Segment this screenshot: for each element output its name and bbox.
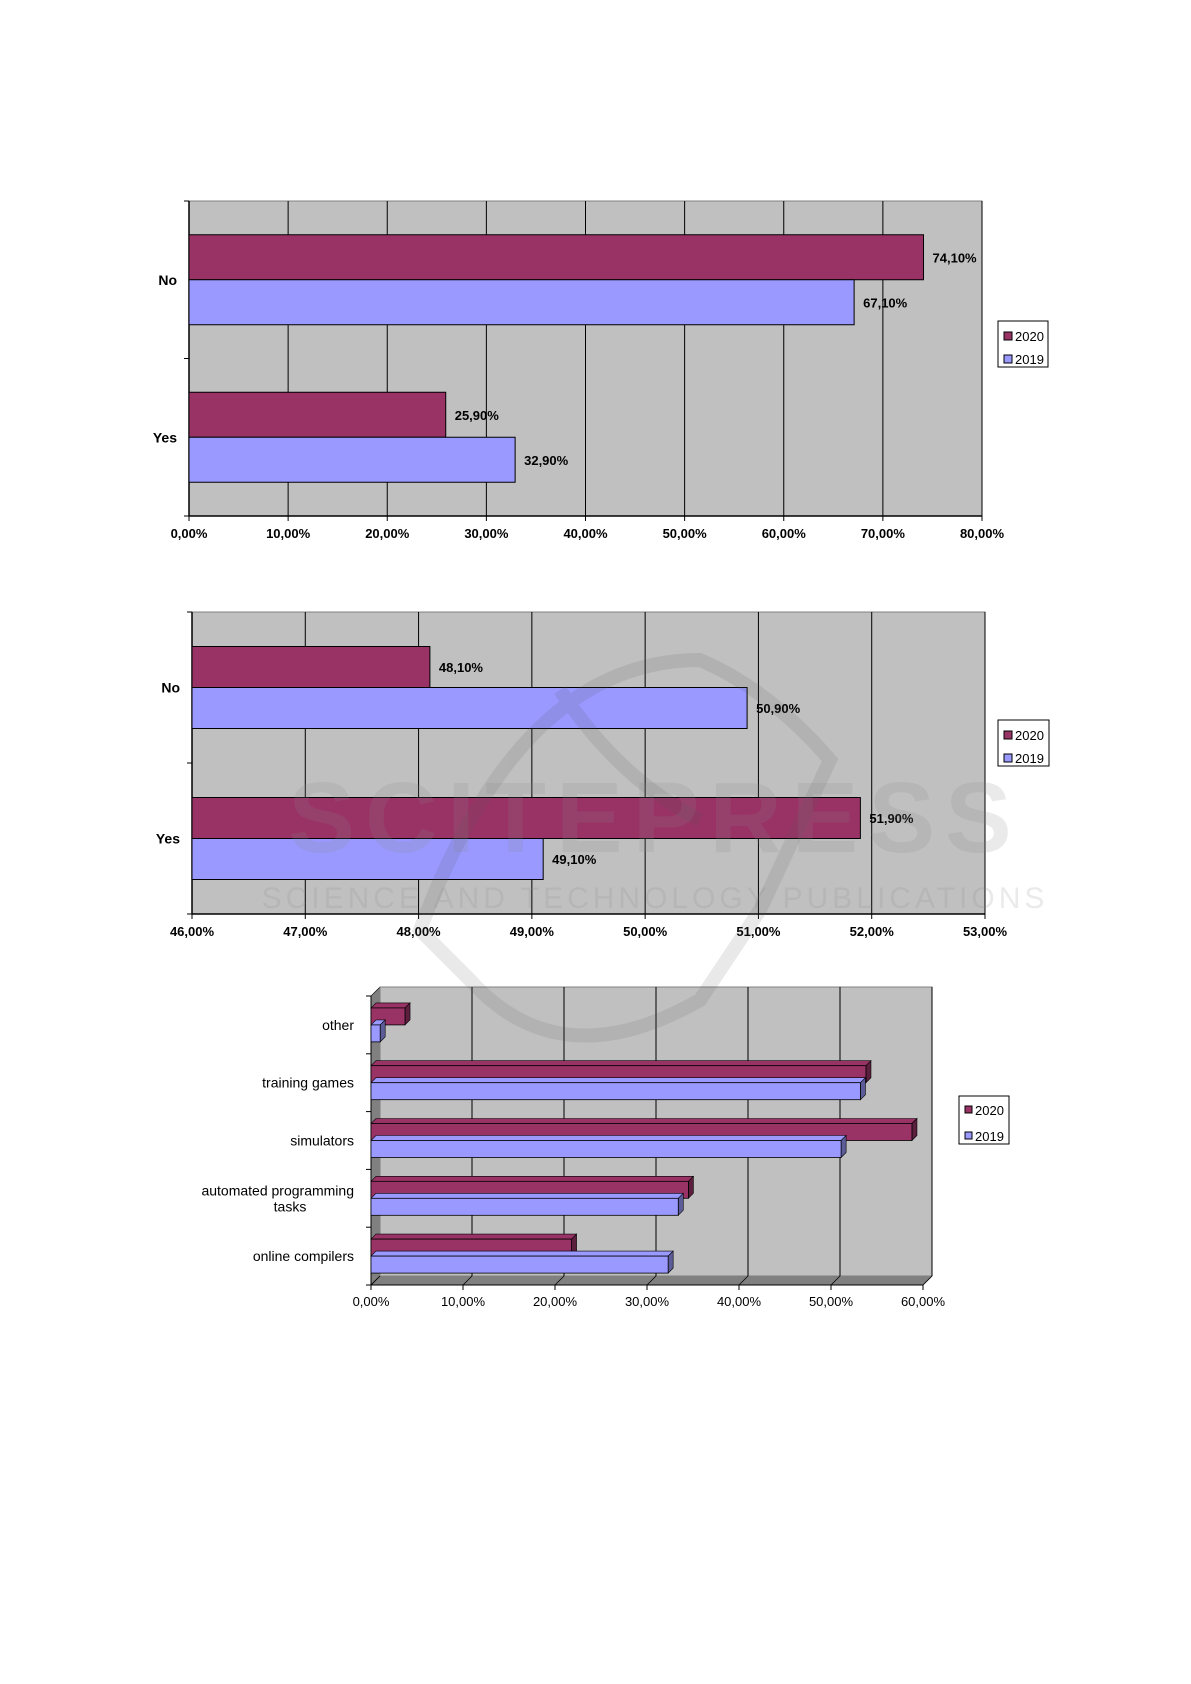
bar-2020: [188, 391, 447, 438]
data-label: 50,90%: [756, 701, 801, 716]
bar-top-2019: [370, 1250, 674, 1257]
floor-gridline: [738, 1275, 749, 1286]
category-label: simulators: [290, 1133, 354, 1149]
legend-label-2020: 2020: [975, 1103, 1004, 1118]
bar-top-2020: [370, 1002, 411, 1009]
data-label: 32,90%: [524, 453, 569, 468]
bar-2020: [188, 234, 925, 281]
category-label: No: [158, 272, 177, 288]
legend-label-2019: 2019: [1015, 751, 1044, 766]
floor-gridline: [922, 1275, 933, 1286]
bar-top-2019: [370, 1077, 867, 1083]
legend-swatch-2020: [1003, 331, 1013, 341]
legend-label-2020: 2020: [1015, 728, 1044, 743]
floor-gridline: [830, 1275, 841, 1286]
bar-2020: [191, 646, 431, 688]
floor-gridline: [462, 1275, 473, 1286]
bar-top-2020: [370, 1060, 872, 1066]
x-tick-label: 70,00%: [861, 526, 906, 541]
chart-1-svg: 0,00% 10,00% 20,00% 30,00% 40,00% 50,00% 60,00…: [153, 200, 1049, 541]
x-tick-label: 60,00%: [762, 526, 807, 541]
category-label: tasks: [274, 1198, 307, 1214]
category-label: training games: [262, 1075, 354, 1091]
x-tick-label: 10,00%: [441, 1294, 486, 1309]
category-label: No: [161, 680, 180, 696]
category-label: Yes: [156, 831, 180, 847]
x-tick-label: 48,00%: [397, 924, 442, 939]
bar-2019: [370, 1197, 679, 1216]
bar-2019: [191, 687, 748, 729]
x-tick-label: 20,00%: [533, 1294, 578, 1309]
floor-gridline: [646, 1275, 657, 1286]
x-tick-label: 10,00%: [266, 526, 311, 541]
legend-swatch-2019: [964, 1131, 973, 1140]
category-label: other: [322, 1017, 354, 1033]
legend-swatch-2019: [1003, 753, 1013, 763]
chart-2-svg: 46,00% 47,00% 48,00% 49,00% 50,00% 51,00% 52,0…: [156, 611, 1050, 939]
chart-2: 46,00% 47,00% 48,00% 49,00% 50,00% 51,00% 52,0…: [0, 560, 1191, 965]
chart-1: 0,00% 10,00% 20,00% 30,00% 40,00% 50,00% 60,00…: [0, 0, 1191, 565]
bar-2019: [370, 1255, 669, 1274]
x-tick-label: 50,00%: [663, 526, 708, 541]
category-label: automated programming: [201, 1182, 354, 1198]
bar-top-2019: [370, 1135, 847, 1141]
chart-3-svg: 0,00% 10,00% 20,00% 30,00% 40,00% 50,00% 60,00…: [201, 986, 1010, 1309]
bar-2020: [191, 797, 861, 839]
data-label: 25,90%: [455, 408, 500, 423]
x-tick-label: 60,00%: [901, 1294, 946, 1309]
bar-2019: [191, 838, 544, 880]
x-tick-label: 53,00%: [963, 924, 1008, 939]
chart-3: 0,00% 10,00% 20,00% 30,00% 40,00% 50,00% 60,00…: [0, 960, 1191, 1345]
category-label: online compilers: [253, 1248, 354, 1264]
x-tick-label: 80,00%: [960, 526, 1005, 541]
x-tick-label: 51,00%: [736, 924, 781, 939]
x-tick-label: 50,00%: [809, 1294, 854, 1309]
floor-gridline: [554, 1275, 565, 1286]
data-label: 67,10%: [863, 295, 908, 310]
bar-2019: [188, 436, 516, 483]
bar-2019: [370, 1082, 861, 1101]
bar-2019: [370, 1140, 842, 1158]
x-tick-label: 20,00%: [365, 526, 410, 541]
bar-2019: [188, 279, 855, 326]
legend-swatch-2019: [1003, 354, 1013, 364]
x-tick-label: 0,00%: [171, 526, 208, 541]
x-tick-label: 40,00%: [717, 1294, 762, 1309]
x-tick-label: 52,00%: [850, 924, 895, 939]
x-tick-label: 49,00%: [510, 924, 555, 939]
legend-swatch-2020: [964, 1105, 973, 1114]
legend-label-2019: 2019: [1015, 352, 1044, 367]
data-label: 51,90%: [869, 811, 914, 826]
bar-top-2019: [370, 1193, 685, 1199]
bar-2019: [370, 1024, 381, 1043]
x-tick-label: 47,00%: [283, 924, 328, 939]
data-label: 74,10%: [933, 250, 978, 265]
x-tick-label: 30,00%: [625, 1294, 670, 1309]
legend-label-2020: 2020: [1015, 329, 1044, 344]
x-tick-label: 0,00%: [353, 1294, 390, 1309]
legend-label-2019: 2019: [975, 1129, 1004, 1144]
bar-top-2020: [370, 1118, 918, 1124]
data-label: 49,10%: [552, 852, 597, 867]
x-tick-label: 50,00%: [623, 924, 668, 939]
x-tick-label: 40,00%: [563, 526, 608, 541]
bar-top-2020: [370, 1233, 578, 1240]
category-label: Yes: [153, 429, 177, 445]
x-tick-label: 46,00%: [170, 924, 215, 939]
bar-top-2020: [370, 1176, 695, 1182]
x-tick-label: 30,00%: [464, 526, 509, 541]
floor-gridline: [370, 1275, 381, 1286]
data-label: 48,10%: [439, 660, 484, 675]
legend-swatch-2020: [1003, 730, 1013, 740]
